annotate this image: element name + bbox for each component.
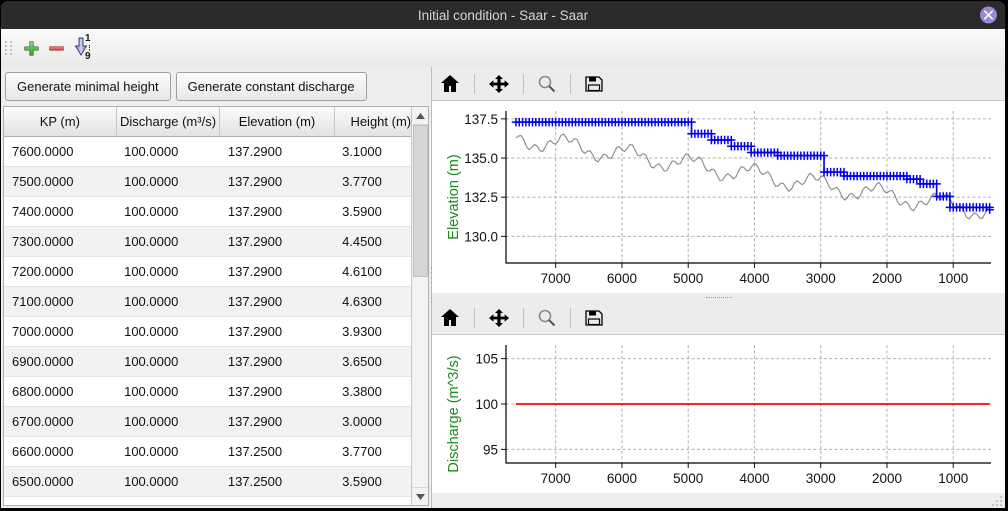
svg-text:4000: 4000: [739, 471, 769, 486]
svg-text:135.0: 135.0: [464, 151, 498, 166]
svg-text:137.5: 137.5: [464, 112, 498, 127]
svg-text:5000: 5000: [673, 271, 703, 286]
svg-text:2000: 2000: [872, 471, 902, 486]
svg-text:7000: 7000: [541, 271, 571, 286]
svg-text:2000: 2000: [872, 271, 902, 286]
svg-text:105: 105: [475, 352, 498, 367]
svg-text:6000: 6000: [607, 471, 637, 486]
svg-text:3000: 3000: [806, 471, 836, 486]
svg-text:5000: 5000: [673, 471, 703, 486]
svg-text:6000: 6000: [607, 271, 637, 286]
svg-text:132.5: 132.5: [464, 190, 498, 205]
svg-text:95: 95: [483, 442, 498, 457]
svg-text:1000: 1000: [938, 271, 968, 286]
svg-text:100: 100: [475, 397, 498, 412]
svg-text:3000: 3000: [806, 271, 836, 286]
svg-text:4000: 4000: [739, 271, 769, 286]
svg-text:130.0: 130.0: [464, 229, 498, 244]
svg-text:1000: 1000: [938, 471, 968, 486]
svg-text:7000: 7000: [541, 471, 571, 486]
